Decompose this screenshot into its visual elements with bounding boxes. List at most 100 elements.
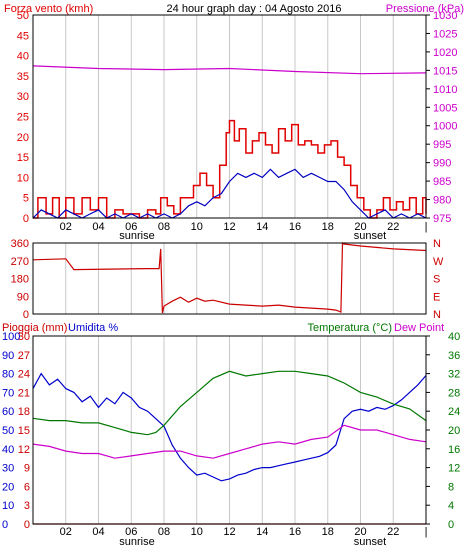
wind-y-tick: 35 (17, 71, 29, 83)
temperature-plot-frame (32, 335, 427, 525)
x-tick-label: 18 (322, 221, 334, 233)
direction-y-tick: 90 (17, 291, 29, 303)
series-pressure (32, 65, 427, 75)
humidity-y-tick: 80 (2, 369, 14, 381)
pressure-y-tick: 985 (433, 176, 451, 188)
wind-y-tick: 40 (17, 51, 29, 63)
temperature-y-tick: 8 (448, 481, 454, 493)
series-direction (32, 241, 427, 314)
humidity-y-tick: 20 (2, 481, 14, 493)
wind-y-tick: 30 (17, 91, 29, 103)
wind-y-tick: 10 (17, 172, 29, 184)
rain-y-tick: 12 (18, 444, 30, 456)
temperature-y-tick: 0 (448, 519, 454, 531)
humidity-y-tick: 60 (2, 406, 14, 418)
wind-y-tick: 15 (17, 152, 29, 164)
x-tick-label: 06 (125, 221, 137, 233)
x-tick-label: 20 (354, 526, 366, 538)
pressure-y-tick: 1020 (433, 47, 457, 59)
wind-y-tick: 45 (17, 30, 29, 42)
series-dewpoint (32, 424, 427, 459)
pressure-y-tick: 1030 (433, 10, 457, 22)
series-average (32, 168, 427, 219)
x-tick-label: | (425, 221, 428, 233)
wind-y-tick: 20 (17, 132, 29, 144)
dewpoint-axis-title: Dew Point (394, 322, 444, 334)
x-tick-label: 06 (125, 526, 137, 538)
temperature-grid (65, 336, 394, 524)
temperature-y-tick: 16 (448, 444, 460, 456)
x-tick-label: 08 (158, 221, 170, 233)
x-tick-label: 04 (92, 221, 104, 233)
temperature-y-ticks: 0 4 8 12 16 20 24 28 32 36 40 (426, 331, 460, 531)
x-tick-label: 14 (256, 526, 268, 538)
direction-series (32, 241, 427, 314)
sunrise-label-bottom: sunrise (119, 536, 154, 548)
pressure-y-tick: 980 (433, 195, 451, 207)
rain-y-tick: 9 (24, 463, 30, 475)
x-tick-label: 20 (354, 221, 366, 233)
wind-y-tick: 50 (17, 10, 29, 22)
pressure-axis-title: Pressione (kPa) (386, 3, 464, 15)
series-temperature (32, 370, 427, 436)
wind-y-tick: 5 (23, 193, 29, 205)
pressure-y-tick: 1015 (433, 65, 457, 77)
x-tick-label: 14 (256, 221, 268, 233)
temperature-y-tick: 24 (448, 406, 460, 418)
compass-label: S (433, 274, 440, 286)
wind-y-tick: 25 (17, 112, 29, 124)
wind-x-ticks: 02 04 06 08 10 12 14 16 18 20 22 | (60, 221, 428, 233)
wind-y-ticks: 0 5 10 15 20 25 30 35 40 45 50 (17, 10, 29, 225)
pressure-y-tick: 1005 (433, 102, 457, 114)
x-tick-label: 12 (223, 221, 235, 233)
wind-grid (65, 15, 394, 218)
graph-title: 24 hour graph day : 04 Agosto 2016 (167, 3, 342, 15)
temperature-x-ticks: 02 04 06 08 10 12 14 16 18 20 22 | (60, 526, 428, 538)
x-tick-label: 22 (387, 221, 399, 233)
temperature-panel: Pioggia (mm) Umidita % Temperatura (°C) … (2, 322, 460, 548)
pressure-y-tick: 1010 (433, 84, 457, 96)
direction-grid (65, 243, 394, 314)
temperature-y-tick: 4 (448, 500, 454, 512)
humidity-axis-title: Umidita % (68, 322, 118, 334)
temperature-axis-title: Temperatura (°C) (308, 322, 392, 334)
compass-label: N (433, 309, 441, 321)
rain-y-tick: 27 (18, 350, 30, 362)
wind-plot-frame (32, 14, 427, 219)
temperature-y-tick: 20 (448, 425, 460, 437)
sunrise-label-top: sunrise (119, 230, 154, 242)
rain-y-tick: 3 (24, 500, 30, 512)
temperature-y-tick: 36 (448, 350, 460, 362)
x-tick-label: 16 (289, 221, 301, 233)
wind-y-tick: 0 (23, 213, 29, 225)
wind-pressure-panel: Forza vento (kmh) 24 hour graph day : 04… (4, 3, 464, 242)
rain-y-tick: 21 (18, 387, 30, 399)
x-tick-label: 18 (322, 526, 334, 538)
humidity-y-tick: 40 (2, 444, 14, 456)
x-tick-label: 10 (191, 221, 203, 233)
rain-y-tick: 18 (18, 406, 30, 418)
direction-y-tick: 360 (11, 238, 29, 250)
humidity-y-ticks: 0 10 20 30 40 50 60 70 80 90 100 (2, 331, 20, 531)
direction-y-ticks: 0 90 180 270 360 (11, 238, 29, 321)
sunset-label-top: sunset (354, 230, 386, 242)
humidity-y-tick: 50 (2, 425, 14, 437)
x-tick-label: | (425, 526, 428, 538)
direction-plot-frame (32, 242, 427, 315)
humidity-y-tick: 90 (2, 350, 14, 362)
pressure-y-tick: 975 (433, 213, 451, 225)
rain-y-tick: 30 (18, 331, 30, 343)
humidity-y-tick: 100 (2, 331, 20, 343)
temperature-y-tick: 40 (448, 331, 460, 343)
x-tick-label: 16 (289, 526, 301, 538)
rain-y-tick: 0 (24, 519, 30, 531)
compass-label: N (433, 238, 441, 250)
x-tick-label: 04 (92, 526, 104, 538)
compass-label: E (433, 291, 440, 303)
pressure-y-ticks: 975 980 985 990 995 1000 1005 1010 1015 1020 1025 1… (426, 10, 457, 225)
pressure-y-tick: 1000 (433, 121, 457, 133)
direction-y-tick: 270 (11, 256, 29, 268)
